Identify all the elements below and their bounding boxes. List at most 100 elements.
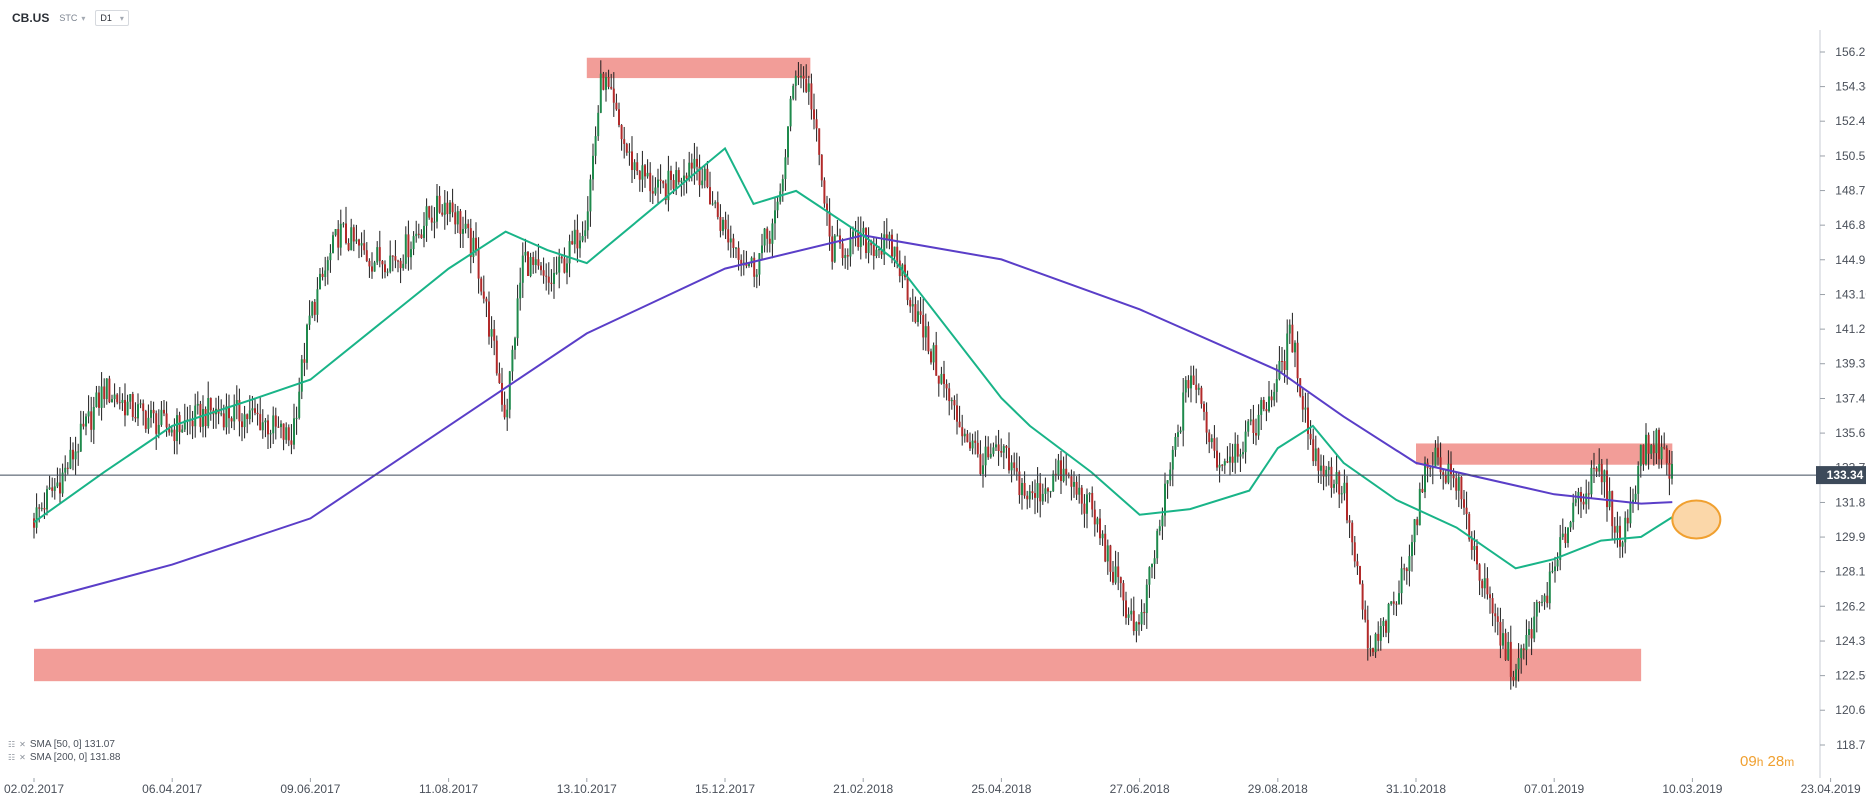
timeframe-selector[interactable]: D1 ▾	[95, 10, 129, 26]
candle-body	[1247, 421, 1250, 432]
candle-body	[1309, 433, 1312, 440]
candle-body	[893, 246, 896, 257]
candle-body	[1221, 464, 1224, 466]
candle-body	[1070, 476, 1073, 487]
candle-body	[1528, 629, 1530, 635]
candle-body	[417, 233, 420, 235]
candle-body	[1577, 492, 1580, 500]
candle-body	[1387, 603, 1390, 633]
candle-body	[126, 401, 129, 416]
candle-body	[1130, 610, 1133, 615]
candle-body	[1278, 361, 1281, 380]
candle-body	[1041, 493, 1044, 502]
candle-body	[1463, 499, 1465, 508]
candle-body	[261, 422, 264, 431]
candle-body	[841, 243, 844, 259]
candle-body	[334, 229, 337, 236]
candle-body	[563, 258, 566, 273]
candle-body	[797, 75, 800, 78]
candle-body	[493, 329, 496, 341]
x-tick-label: 10.03.2019	[1662, 782, 1722, 796]
candle-body	[534, 259, 537, 265]
candle-body	[1335, 472, 1338, 485]
candle-body	[77, 451, 80, 453]
candle-body	[1026, 495, 1029, 500]
candle-body	[1348, 520, 1351, 523]
candle-body	[1582, 501, 1585, 505]
candle-body	[1197, 387, 1200, 390]
indicator-legend: ☷ ✕ SMA [50, 0] 131.07 ☷ ✕ SMA [200, 0] …	[8, 738, 121, 764]
candle-body	[1119, 577, 1122, 584]
candle-body	[207, 398, 210, 427]
candle-body	[222, 413, 225, 428]
legend-sma200[interactable]: ☷ ✕ SMA [200, 0] 131.88	[8, 751, 121, 764]
candle-body	[1234, 443, 1237, 463]
candle-body	[1392, 601, 1395, 604]
candle-body	[1538, 602, 1541, 604]
candle-body	[1083, 503, 1086, 514]
candle-body	[1140, 611, 1143, 625]
candle-body	[475, 237, 477, 251]
candle-body	[33, 518, 35, 528]
chart-type-selector[interactable]: STC ▾	[59, 13, 85, 23]
candle-body	[1145, 584, 1148, 614]
x-tick-label: 15.12.2017	[695, 782, 755, 796]
symbol-label[interactable]: CB.US	[12, 11, 50, 25]
candle-body	[1632, 499, 1634, 503]
candle-body	[755, 274, 758, 277]
candle-body	[1174, 436, 1177, 450]
candle-body	[1013, 462, 1016, 468]
candle-body	[1226, 461, 1229, 463]
candle-body	[794, 75, 797, 86]
candle-body	[1507, 641, 1510, 660]
candle-body	[1330, 466, 1333, 488]
candle-body	[1499, 621, 1502, 646]
candle-body	[1255, 432, 1257, 436]
candle-body	[436, 195, 438, 222]
candle-body	[737, 247, 740, 260]
support-zone	[34, 648, 1642, 682]
candle-body	[1073, 481, 1075, 487]
candle-body	[53, 486, 56, 491]
candle-body	[438, 195, 441, 213]
settings-icon[interactable]: ☷	[8, 740, 16, 749]
candle-body	[1244, 431, 1247, 453]
settings-icon[interactable]: ☷	[8, 753, 16, 762]
candle-body	[976, 442, 979, 455]
candle-body	[1671, 463, 1673, 479]
candle-body	[672, 180, 675, 189]
candle-body	[1574, 499, 1577, 503]
legend-sma50[interactable]: ☷ ✕ SMA [50, 0] 131.07	[8, 738, 121, 751]
candle-body	[1216, 450, 1218, 468]
candle-body	[324, 270, 327, 277]
candle-body	[1208, 432, 1211, 443]
candle-body	[508, 371, 511, 410]
candle-body	[688, 162, 691, 179]
candle-body	[1156, 530, 1159, 559]
candle-body	[750, 257, 753, 264]
candle-body	[181, 429, 184, 433]
candle-body	[654, 187, 657, 194]
close-icon[interactable]: ✕	[19, 740, 26, 749]
candle-body	[511, 349, 514, 372]
candle-body	[1320, 465, 1322, 471]
candle-body	[441, 212, 444, 215]
candle-body	[488, 301, 490, 337]
candle-body	[966, 433, 969, 443]
candle-body	[576, 229, 579, 249]
candle-body	[1114, 566, 1117, 583]
candle-body	[547, 276, 550, 283]
candle-body	[581, 236, 584, 241]
candle-body	[1491, 598, 1494, 614]
candle-body	[802, 75, 805, 79]
candle-body	[950, 399, 953, 402]
close-icon[interactable]: ✕	[19, 753, 26, 762]
candle-body	[781, 179, 784, 192]
candle-body	[391, 255, 394, 257]
candle-body	[1374, 633, 1377, 653]
candle-body	[667, 170, 670, 201]
candle-body	[1600, 463, 1603, 483]
candle-body	[924, 326, 927, 338]
candle-body	[290, 440, 293, 445]
